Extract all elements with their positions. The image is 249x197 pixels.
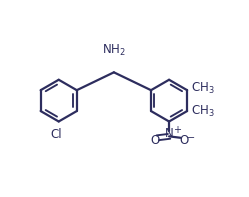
Text: O: O <box>179 134 188 147</box>
Text: O: O <box>150 134 159 147</box>
Text: NH$_2$: NH$_2$ <box>102 43 126 58</box>
Text: CH$_3$: CH$_3$ <box>191 104 215 119</box>
Text: N: N <box>165 127 174 140</box>
Text: −: − <box>187 133 195 143</box>
Text: Cl: Cl <box>51 127 62 140</box>
Text: CH$_3$: CH$_3$ <box>191 81 215 96</box>
Text: +: + <box>173 125 181 135</box>
